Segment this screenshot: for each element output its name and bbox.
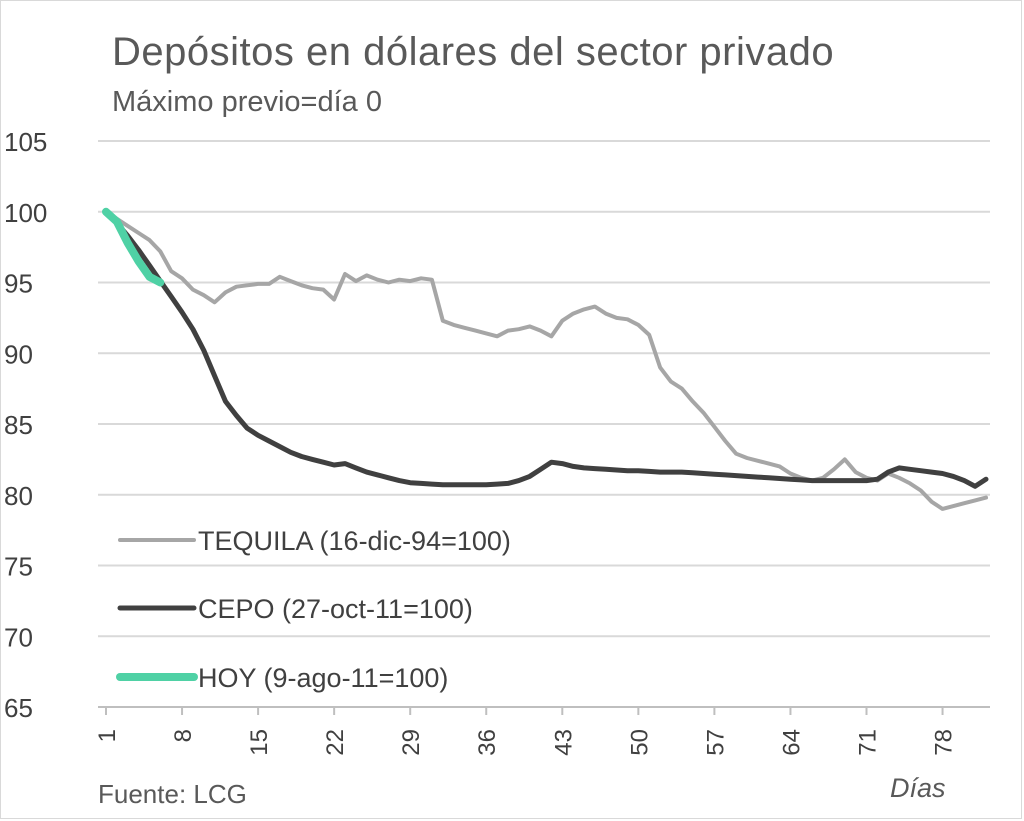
y-tick-label: 85 [4,410,33,440]
x-tick-label: 15 [246,729,273,756]
legend-label-2: HOY (9-ago-11=100) [198,663,448,693]
y-tick-label: 75 [4,552,33,582]
y-tick-label: 65 [4,693,33,723]
y-tick-label: 95 [4,269,33,299]
y-axis-ticks: 105 100 95 90 85 80 75 70 65 [4,127,47,723]
x-tick-label: 71 [854,729,881,756]
y-tick-label: 80 [4,481,33,511]
chart-subtitle: Máximo previo=día 0 [112,86,382,118]
x-tick-label: 22 [322,729,349,756]
series-line-1 [103,209,989,489]
gridlines [98,140,990,638]
x-tick-label: 78 [931,729,958,756]
x-axis-title: Días [890,773,946,803]
x-tick-label: 64 [778,729,805,756]
legend-label-0: TEQUILA (16-dic-94=100) [198,526,511,556]
series-line-0 [104,209,988,511]
x-tick-label: 43 [550,729,577,756]
x-tick-label: 29 [398,729,425,756]
x-tick-label: 50 [626,729,653,756]
y-tick-label: 100 [4,198,47,228]
legend: TEQUILA (16-dic-94=100) CEPO (27-oct-11=1… [116,526,511,693]
legend-label-1: CEPO (27-oct-11=100) [198,594,473,624]
x-axis-ticks: 1 8 15 22 29 36 43 50 57 64 71 78 [94,707,958,756]
series-lines [102,207,989,511]
source-note: Fuente: LCG [98,779,247,809]
x-tick-label: 57 [702,729,729,756]
y-tick-label: 90 [4,339,33,369]
y-tick-label: 70 [4,622,33,652]
x-tick-label: 1 [94,729,121,742]
y-tick-label: 105 [4,127,47,157]
series-line-2 [102,207,165,287]
x-tick-label: 36 [474,729,501,756]
chart-title: Depósitos en dólares del sector privado [112,30,835,74]
x-tick-label: 8 [170,729,197,742]
